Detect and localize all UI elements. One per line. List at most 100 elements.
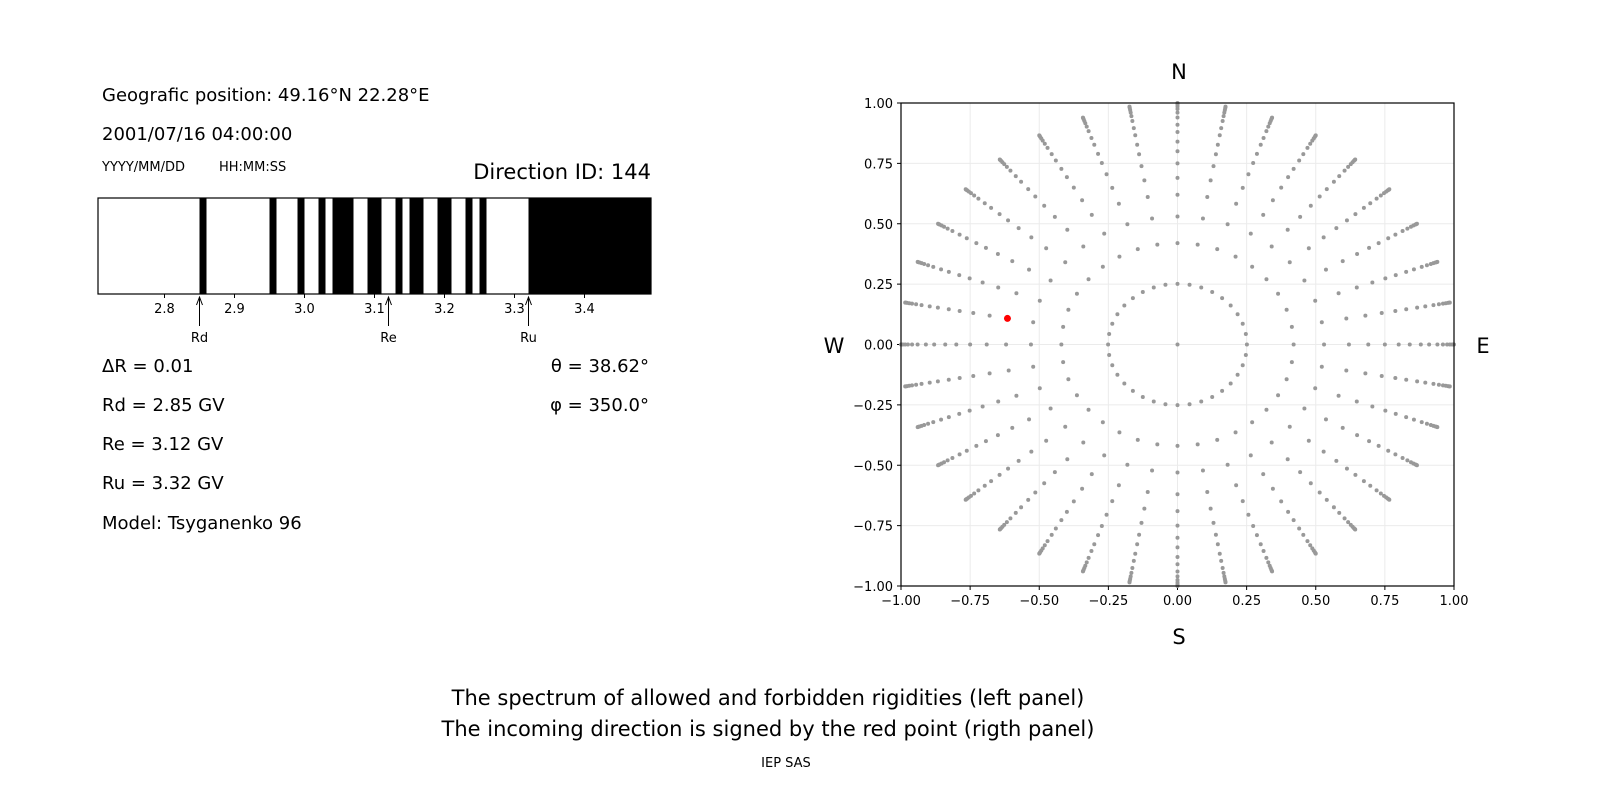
direction-point [926,263,931,268]
direction-point [910,342,915,347]
direction-point [1129,570,1134,575]
direction-point [1313,133,1318,138]
incoming-direction-point [1003,314,1011,322]
direction-point [1044,438,1049,443]
direction-point [1321,235,1326,240]
direction-point [1175,555,1180,560]
direction-point [1379,373,1384,378]
arrow-head [196,295,203,306]
direction-point [963,497,968,502]
direction-point [1405,226,1410,231]
direction-point [1071,185,1076,190]
direction-point [997,212,1002,217]
direction-point [903,300,908,305]
direction-point [1435,259,1440,264]
direction-point [1142,506,1147,511]
direction-point [1250,420,1255,425]
direction-point [1080,115,1085,120]
direction-point [1053,158,1058,163]
forbidden-band [332,198,354,294]
direction-point [1142,178,1147,183]
direction-point [1353,212,1358,217]
direction-point [1037,298,1042,303]
forbidden-band [318,198,326,294]
direction-point [1279,185,1284,190]
direction-point [1100,420,1105,425]
direction-point [987,371,992,376]
direction-point [936,463,941,468]
direction-point [1376,443,1381,448]
direction-point [927,380,932,385]
direction-point [1344,368,1349,373]
direction-point [1163,282,1168,287]
direction-point [1233,430,1238,435]
direction-point [1305,145,1310,150]
direction-point [1016,458,1021,463]
direction-point [1107,353,1112,358]
direction-point [1414,221,1419,226]
forbidden-band [297,198,305,294]
direction-point [1289,324,1294,329]
direction-point [1308,141,1313,146]
direction-point [1286,175,1291,180]
direction-point [1010,425,1015,430]
direction-point [1064,175,1069,180]
direction-point [1116,201,1121,206]
direction-point [1233,254,1238,259]
direction-point [1404,307,1409,312]
direction-point [954,342,959,347]
direction-point [1436,302,1441,307]
arrow-head [525,295,532,306]
direction-point [1331,505,1336,510]
y-tick-label: −0.25 [853,399,893,414]
direction-point [1137,532,1142,537]
x-tick-label: 0.25 [1232,594,1261,609]
direction-point [1089,472,1094,477]
direction-point [1006,218,1011,223]
direction-point [968,342,973,347]
direction-point [1279,499,1284,504]
direction-point [1086,555,1091,560]
direction-point [982,483,987,488]
direction-point [1089,212,1094,217]
direction-point [1266,560,1271,565]
direction-point [1151,285,1156,290]
direction-point [1383,408,1388,413]
direction-point [946,377,951,382]
direction-point [903,384,908,389]
direction-point [976,488,981,493]
direction-point [1393,232,1398,237]
direction-point [1308,481,1313,486]
direction-point [1029,235,1034,240]
direction-point [1355,433,1360,438]
direction-point [1251,160,1256,165]
direction-point [1175,403,1180,408]
direction-point [1240,185,1245,190]
compass-w: W [824,334,845,358]
direction-point [1313,551,1318,556]
direction-point [1131,126,1136,131]
direction-point [1205,489,1210,494]
direction-point [1187,282,1192,287]
direction-point [1145,195,1150,200]
direction-point [1355,251,1360,256]
direction-point [1066,377,1071,382]
forbidden-band [479,198,487,294]
direction-point [997,527,1002,532]
direction-point [1127,104,1132,109]
direction-point [1407,342,1412,347]
direction-point [1435,342,1440,347]
direction-point [1361,205,1366,210]
direction-point [989,479,994,484]
direction-point [1133,133,1138,138]
direction-point [1447,384,1452,389]
direction-point [1099,524,1104,529]
direction-point [1045,145,1050,150]
direction-point [1284,307,1289,312]
direction-point [1151,399,1156,404]
direction-point [996,285,1001,290]
direction-point [1104,512,1109,517]
direction-point [1175,161,1180,166]
direction-point [1291,518,1296,523]
direction-point [1378,491,1383,496]
